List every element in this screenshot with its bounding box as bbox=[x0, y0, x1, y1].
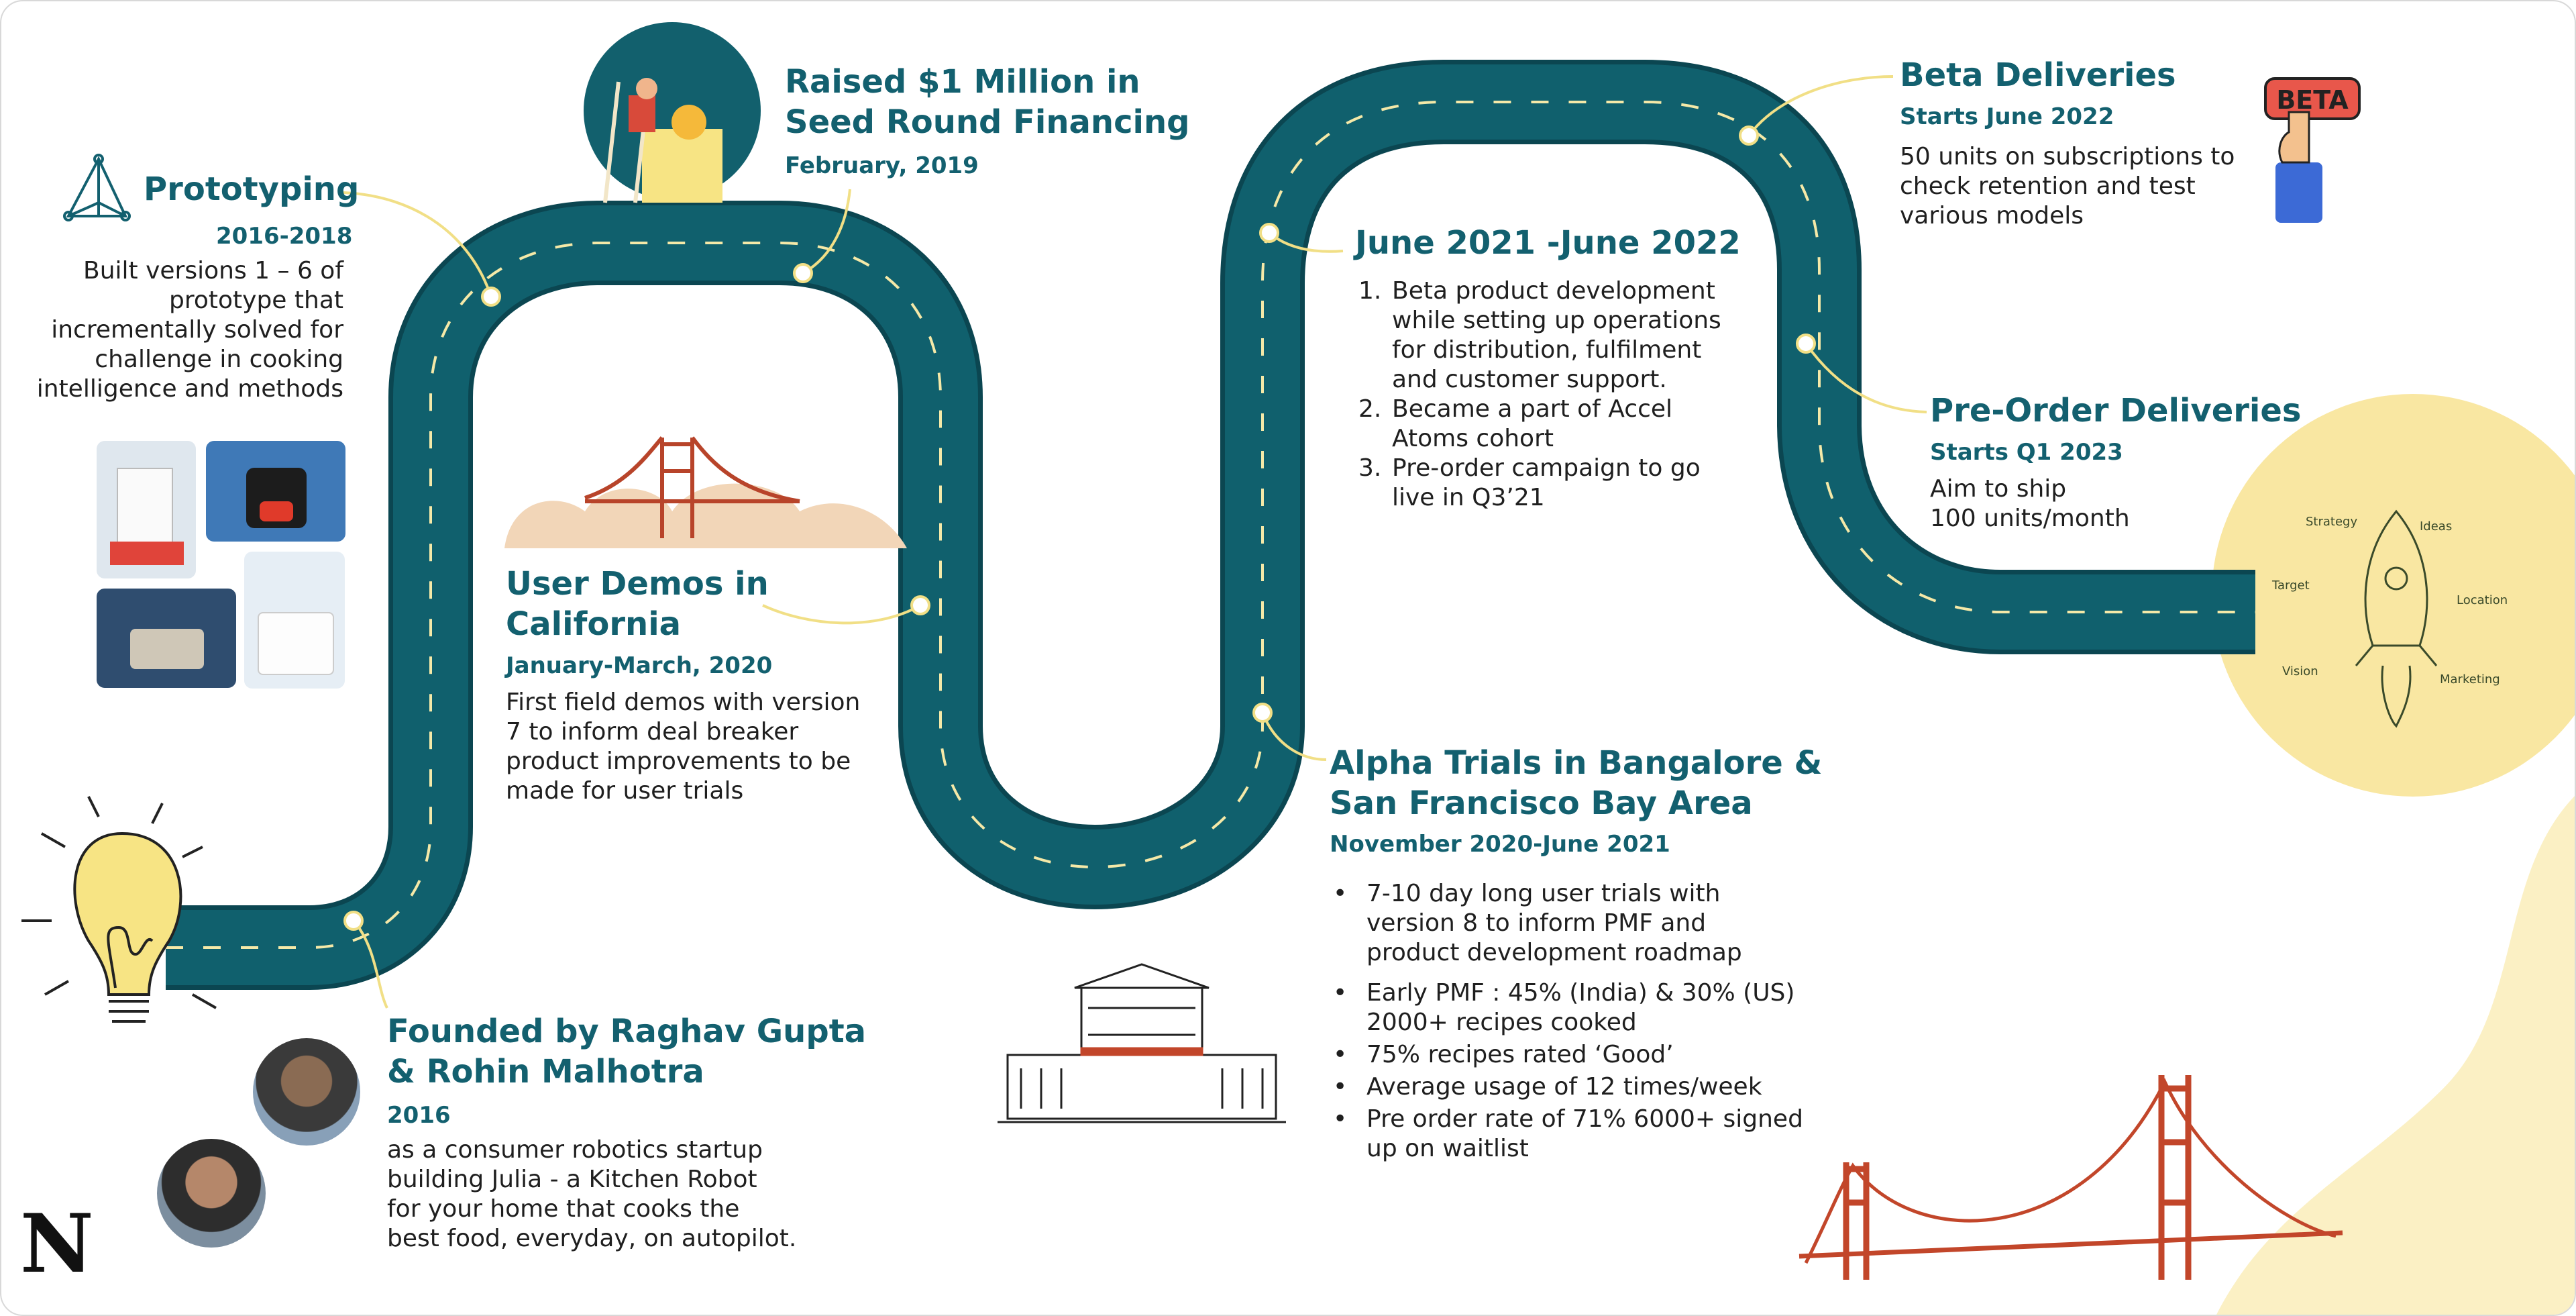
beta-dev-title: June 2021 -June 2022 bbox=[1355, 224, 1741, 262]
user-demos-title: User Demos in California bbox=[506, 565, 769, 643]
milestone-dot-alpha bbox=[1252, 703, 1273, 723]
milestone-dot-beta-deliveries bbox=[1739, 125, 1759, 146]
prototype-photo-1 bbox=[97, 441, 196, 578]
beta-deliveries-title: Beta Deliveries bbox=[1900, 56, 2176, 94]
lightbulb-icon bbox=[21, 796, 217, 1023]
list-item: • Early PMF : 45% (India) & 30% (US) 2000… bbox=[1333, 979, 1795, 1036]
seed-title: Raised $1 Million in Seed Round Financin… bbox=[785, 63, 1190, 141]
user-demos-description: First field demos with version 7 to info… bbox=[506, 689, 861, 805]
list-item: 2. Became a part of Accel Atoms cohort bbox=[1358, 395, 1673, 452]
golden-gate-large-illustration bbox=[1799, 1075, 2343, 1280]
prototyping-description: Built versions 1 – 6 of prototype that i… bbox=[36, 257, 343, 403]
prototype-photo-2 bbox=[206, 441, 345, 542]
list-item: • Average usage of 12 times/week bbox=[1333, 1073, 1762, 1101]
milestone-dot-demos bbox=[910, 595, 930, 615]
milestone-dot-preorder bbox=[1796, 334, 1816, 354]
milestone-dot-seed bbox=[793, 263, 813, 283]
preorder-title: Pre-Order Deliveries bbox=[1930, 392, 2302, 429]
list-item: • Pre order rate of 71% 6000+ signed up o… bbox=[1333, 1105, 1803, 1162]
prototyping-title: Prototyping bbox=[144, 170, 360, 208]
list-item: • 75% recipes rated ‘Good’ bbox=[1333, 1041, 1674, 1068]
beta-button-icon bbox=[2264, 77, 2361, 223]
founded-date: 2016 bbox=[387, 1102, 451, 1129]
beta-deliveries-date: Starts June 2022 bbox=[1900, 103, 2114, 130]
rocket-label-marketing: Marketing bbox=[2440, 672, 2500, 687]
rocket-label-ideas: Ideas bbox=[2420, 519, 2453, 534]
avatar-raghav bbox=[253, 1038, 360, 1146]
alpha-date: November 2020-June 2021 bbox=[1330, 831, 1670, 858]
rocket-label-location: Location bbox=[2457, 593, 2508, 607]
rocket-label-strategy: Strategy bbox=[2306, 515, 2358, 529]
company-logo: N bbox=[20, 1197, 94, 1291]
rocket-label-vision: Vision bbox=[2282, 664, 2318, 678]
investor-icon bbox=[603, 78, 722, 203]
seed-date: February, 2019 bbox=[785, 152, 979, 179]
list-item: 1. Beta product development while setting… bbox=[1358, 277, 1721, 393]
prototype-photo-4 bbox=[244, 552, 345, 689]
preorder-description: Aim to ship 100 units/month bbox=[1930, 475, 2130, 532]
prototype-photo-3 bbox=[97, 589, 236, 688]
milestone-dot-beta-dev bbox=[1259, 223, 1279, 243]
preorder-date: Starts Q1 2023 bbox=[1930, 439, 2123, 466]
prototyping-date: 2016-2018 bbox=[216, 223, 353, 250]
founded-title: Founded by Raghav Gupta & Rohin Malhotra bbox=[387, 1013, 867, 1091]
rocket-label-target: Target bbox=[2272, 578, 2310, 593]
founded-description: as a consumer robotics startup building … bbox=[387, 1136, 797, 1252]
alpha-bullets: • 7-10 day long user trials with version … bbox=[1333, 879, 1816, 1166]
building-illustration bbox=[998, 963, 1286, 1123]
rocket-icon bbox=[2355, 509, 2438, 728]
milestone-dot-prototyping bbox=[481, 287, 501, 307]
alpha-title: Alpha Trials in Bangalore & San Francisc… bbox=[1330, 744, 1823, 822]
beta-deliveries-description: 50 units on subscriptions to check reten… bbox=[1900, 143, 2235, 230]
beta-dev-list: 1. Beta product development while setting… bbox=[1358, 276, 1788, 513]
beta-badge-label: BETA bbox=[2276, 85, 2349, 115]
list-item: 3. Pre-order campaign to go live in Q3’21 bbox=[1358, 454, 1701, 511]
rocket-circle bbox=[2212, 394, 2575, 797]
user-demos-date: January-March, 2020 bbox=[506, 652, 773, 679]
milestone-dot-founded bbox=[343, 911, 364, 931]
list-item: • 7-10 day long user trials with version … bbox=[1333, 880, 1742, 966]
avatar-rohin bbox=[157, 1139, 266, 1248]
golden-gate-small-illustration bbox=[504, 436, 907, 548]
